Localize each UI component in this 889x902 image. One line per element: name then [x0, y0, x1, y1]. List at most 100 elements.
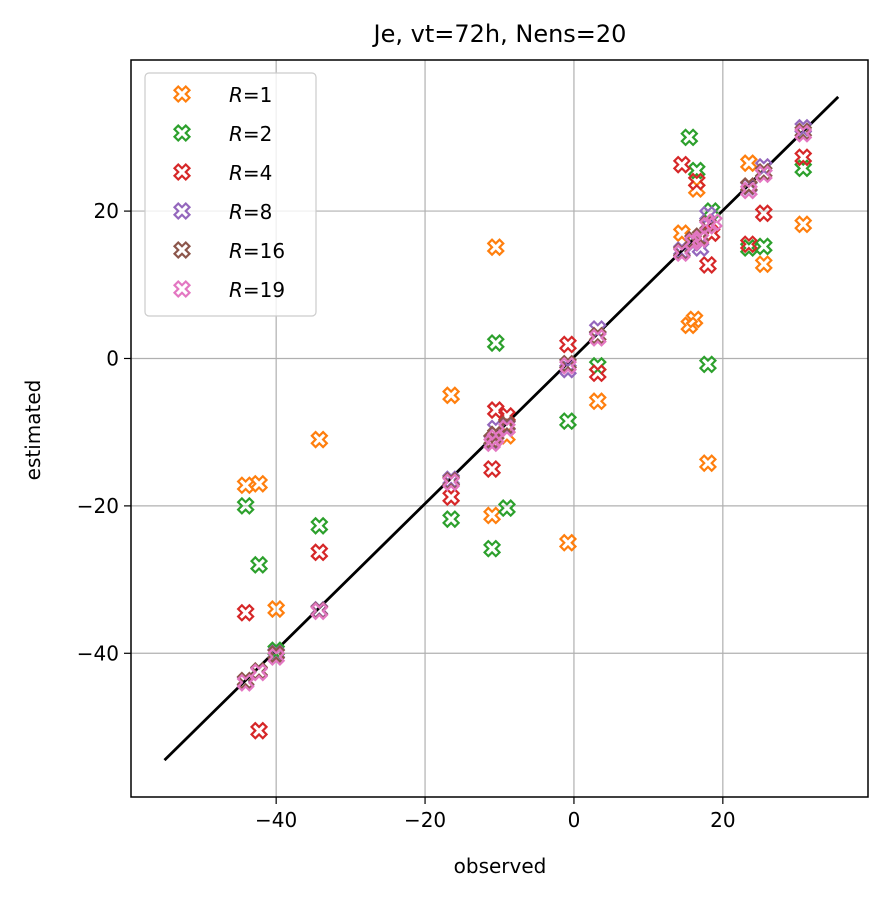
data-point — [754, 162, 773, 182]
data-point — [558, 335, 578, 354]
data-point — [558, 533, 578, 552]
data-point — [691, 227, 710, 246]
data-point — [267, 644, 286, 664]
data-point — [442, 487, 461, 507]
data-point — [754, 165, 773, 184]
data-point — [588, 392, 607, 411]
data-point — [249, 474, 269, 493]
series-r19 — [236, 124, 813, 692]
x-tick-label: −40 — [255, 808, 297, 832]
data-point — [497, 499, 516, 518]
plot-area-frame — [130, 59, 869, 798]
data-point — [698, 255, 717, 274]
data-point — [310, 516, 329, 535]
data-point — [754, 204, 773, 223]
data-point — [739, 235, 758, 254]
legend-marker — [172, 123, 192, 143]
legend-label: R=16 — [229, 239, 285, 263]
data-point — [754, 255, 773, 274]
data-markers — [236, 118, 813, 740]
axis-ticks: −40 −20 0 20 −40 −20 0 20 — [77, 199, 736, 832]
x-tick-label: −20 — [404, 808, 446, 832]
data-point — [497, 415, 516, 434]
chart-title: Je, vt=72h, Nens=20 — [372, 20, 627, 48]
legend-marker — [172, 84, 192, 104]
x-tick-label: 20 — [710, 808, 735, 832]
data-point — [486, 425, 505, 444]
data-point — [698, 454, 717, 473]
legend-label: R=4 — [229, 161, 272, 185]
data-point — [442, 386, 461, 405]
data-point — [698, 355, 717, 374]
data-point — [754, 237, 773, 256]
legend-marker — [172, 240, 192, 260]
data-point — [249, 555, 269, 574]
x-axis-label: observed — [454, 854, 547, 878]
data-point — [794, 118, 813, 137]
data-point — [486, 429, 505, 448]
data-point — [685, 310, 704, 329]
legend-label: R=8 — [229, 200, 272, 224]
data-point — [739, 176, 758, 196]
data-point — [310, 543, 329, 562]
data-point — [310, 430, 329, 449]
data-point — [698, 216, 717, 235]
legend-label: R=1 — [229, 83, 272, 107]
data-point — [691, 230, 710, 249]
data-point — [794, 124, 813, 143]
legend-label: R=2 — [229, 122, 272, 146]
data-point — [497, 419, 516, 438]
legend-label: R=19 — [229, 278, 285, 302]
y-tick-label: −40 — [77, 641, 119, 665]
y-tick-label: 20 — [94, 199, 119, 223]
data-point — [794, 148, 813, 167]
data-point — [558, 356, 578, 375]
data-point — [739, 181, 758, 200]
data-point — [483, 539, 502, 558]
data-point — [310, 602, 329, 621]
data-point — [588, 326, 607, 345]
y-axis-label: estimated — [21, 380, 45, 481]
data-point — [672, 155, 691, 174]
data-point — [794, 122, 813, 141]
y-tick-label: 0 — [106, 346, 119, 370]
x-tick-label: 0 — [568, 808, 581, 832]
legend-marker — [172, 279, 192, 299]
data-point — [672, 224, 691, 243]
data-point — [483, 459, 502, 479]
data-point — [558, 354, 578, 373]
data-point — [236, 673, 255, 692]
data-point — [267, 600, 286, 619]
data-point — [486, 238, 505, 257]
data-point — [680, 128, 699, 147]
legend: R=1 R=2 R=4 R=8 R=16 R=19 — [144, 72, 317, 317]
data-point — [249, 721, 269, 740]
data-point — [442, 510, 461, 529]
legend-marker — [172, 162, 192, 182]
data-point — [794, 215, 813, 234]
data-point — [672, 244, 691, 263]
data-point — [687, 161, 706, 180]
legend-marker — [172, 201, 192, 221]
data-point — [684, 232, 703, 252]
data-point — [704, 213, 723, 232]
data-point — [249, 663, 269, 682]
data-point — [486, 401, 505, 420]
data-point — [558, 412, 578, 431]
y-tick-label: −20 — [77, 494, 119, 518]
data-point — [236, 603, 255, 622]
data-point — [236, 496, 255, 515]
data-point — [687, 172, 706, 191]
data-point — [486, 333, 505, 353]
data-point — [588, 328, 607, 347]
data-point — [236, 671, 255, 690]
data-point — [588, 364, 607, 383]
data-point — [794, 159, 813, 178]
data-point — [483, 506, 502, 525]
data-point — [267, 647, 286, 667]
data-point — [698, 205, 717, 224]
data-point — [442, 473, 461, 492]
data-point — [558, 360, 578, 379]
